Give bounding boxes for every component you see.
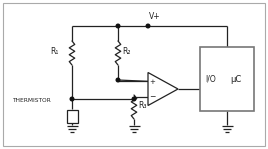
Circle shape xyxy=(116,24,120,28)
Text: R₃: R₃ xyxy=(138,100,147,110)
Text: R₁: R₁ xyxy=(51,46,59,55)
Text: +: + xyxy=(149,79,155,85)
Bar xyxy=(66,110,77,122)
Text: THERMISTOR: THERMISTOR xyxy=(12,97,51,103)
Text: μC: μC xyxy=(230,74,241,83)
Circle shape xyxy=(146,24,150,28)
Text: −: − xyxy=(149,92,155,101)
Text: V+: V+ xyxy=(149,12,161,21)
Circle shape xyxy=(132,97,136,101)
Circle shape xyxy=(70,97,74,101)
Bar xyxy=(200,47,254,111)
Polygon shape xyxy=(148,73,178,105)
Circle shape xyxy=(116,78,120,82)
Text: I/O: I/O xyxy=(205,74,216,83)
Text: R₂: R₂ xyxy=(122,46,131,55)
